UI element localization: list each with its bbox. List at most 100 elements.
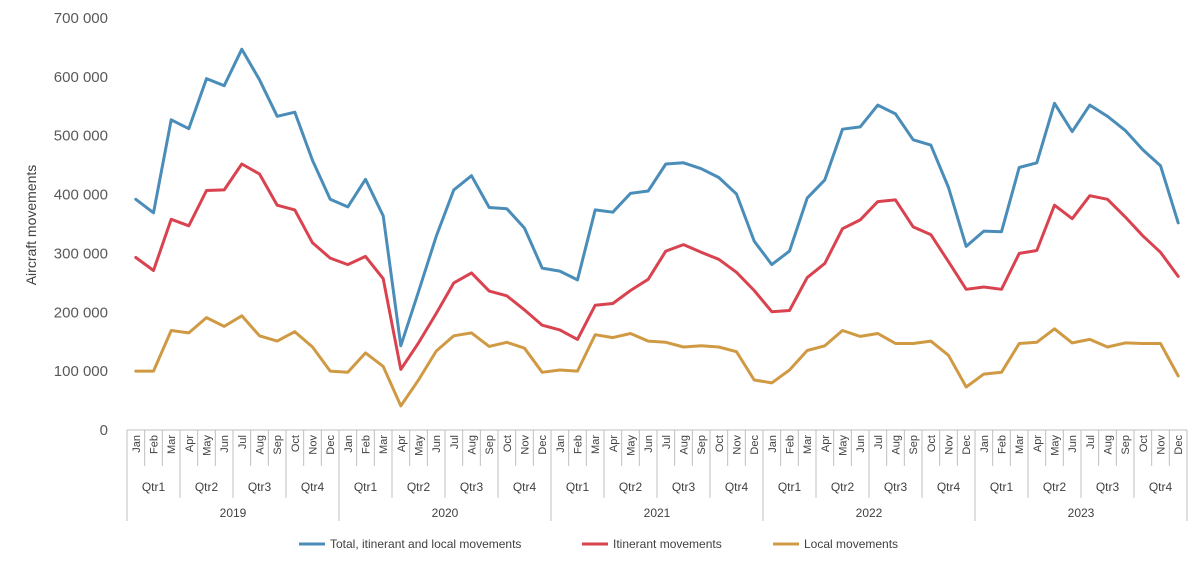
x-tick-label-month: Mar xyxy=(1014,435,1026,454)
x-tick-label-quarter: Qtr1 xyxy=(990,480,1014,494)
x-tick-label-month: Nov xyxy=(944,435,956,455)
x-tick-label-month: Aug xyxy=(1103,435,1115,455)
y-tick-label: 700 000 xyxy=(54,10,108,27)
x-tick-label-month: Oct xyxy=(1138,435,1150,452)
x-tick-label-month: Sep xyxy=(696,435,708,455)
x-tick-label-month: Jan xyxy=(979,435,991,453)
x-tick-label-month: Feb xyxy=(361,435,373,454)
legend-label-1: Total, itinerant and local movements xyxy=(330,537,521,551)
x-tick-label-month: Nov xyxy=(520,435,532,455)
x-tick-label-year: 2023 xyxy=(1068,506,1095,520)
x-tick-label-month: Feb xyxy=(149,435,161,454)
y-tick-label: 0 xyxy=(100,422,108,439)
x-tick-label-month: Mar xyxy=(378,435,390,454)
x-tick-label-quarter: Qtr2 xyxy=(619,480,643,494)
x-tick-label-month: Dec xyxy=(961,435,973,455)
x-tick-label-month: Jan xyxy=(343,435,355,453)
x-tick-label-month: Oct xyxy=(502,435,514,452)
legend: Total, itinerant and local movements Itin… xyxy=(299,537,898,551)
x-tick-label-month: Jun xyxy=(855,435,867,453)
x-tick-label-month: Dec xyxy=(537,435,549,455)
y-tick-label: 100 000 xyxy=(54,363,108,380)
x-tick-label-quarter: Qtr1 xyxy=(778,480,802,494)
x-tick-label-quarter: Qtr3 xyxy=(884,480,908,494)
x-tick-label-quarter: Qtr2 xyxy=(831,480,855,494)
series-line-3 xyxy=(134,314,1180,408)
x-tick-label-month: Aug xyxy=(467,435,479,455)
x-tick-label-month: Feb xyxy=(573,435,585,454)
x-tick-label-quarter: Qtr3 xyxy=(248,480,272,494)
x-tick-label-month: Jul xyxy=(1085,435,1097,449)
x-tick-label-quarter: Qtr4 xyxy=(513,480,537,494)
x-tick-label-month: Apr xyxy=(396,435,408,452)
x-tick-label-month: Jul xyxy=(237,435,249,449)
x-tick-label-month: Jun xyxy=(1067,435,1079,453)
x-tick-label-month: May xyxy=(414,435,426,456)
x-tick-label-month: Aug xyxy=(679,435,691,455)
legend-label-3: Local movements xyxy=(804,537,898,551)
x-tick-label-quarter: Qtr4 xyxy=(937,480,961,494)
x-tick-label-quarter: Qtr3 xyxy=(672,480,696,494)
x-tick-label-month: Apr xyxy=(1032,435,1044,452)
x-tick-label-month: Aug xyxy=(891,435,903,455)
x-axis: Jan Feb Mar Apr May Jun Jul Aug Sep Oct Nov Dec Jan F… xyxy=(126,429,1188,521)
x-tick-label-year: 2021 xyxy=(644,506,671,520)
x-tick-label-month: Feb xyxy=(997,435,1009,454)
x-tick-label-month: Sep xyxy=(908,435,920,455)
series-line-1 xyxy=(134,47,1180,348)
x-tick-label-month: Sep xyxy=(1120,435,1132,455)
x-tick-label-quarter: Qtr1 xyxy=(566,480,590,494)
x-tick-label-month: Feb xyxy=(785,435,797,454)
x-tick-label-quarter: Qtr2 xyxy=(1043,480,1067,494)
x-tick-label-month: May xyxy=(1050,435,1062,456)
x-tick-label-month: Apr xyxy=(820,435,832,452)
x-tick-label-quarter: Qtr2 xyxy=(195,480,219,494)
x-tick-label-month: May xyxy=(626,435,638,456)
x-tick-label-month: Dec xyxy=(325,435,337,455)
x-tick-label-quarter: Qtr4 xyxy=(1149,480,1173,494)
x-tick-label-month: Nov xyxy=(308,435,320,455)
x-tick-label-month: Jan xyxy=(767,435,779,453)
x-tick-label-month: Mar xyxy=(166,435,178,454)
x-tick-label-month: Jun xyxy=(643,435,655,453)
x-tick-label-month: Oct xyxy=(714,435,726,452)
x-tick-label-month: May xyxy=(838,435,850,456)
y-tick-label: 300 000 xyxy=(54,245,108,262)
x-tick-label-month: Jan xyxy=(131,435,143,453)
x-tick-label-month: Sep xyxy=(272,435,284,455)
x-tick-label-month: May xyxy=(202,435,214,456)
y-tick-label: 200 000 xyxy=(54,304,108,321)
x-tick-label-quarter: Qtr1 xyxy=(142,480,166,494)
x-tick-label-month: Apr xyxy=(184,435,196,452)
y-tick-label: 600 000 xyxy=(54,69,108,86)
x-tick-label-month: Aug xyxy=(255,435,267,455)
x-tick-label-month: Jul xyxy=(873,435,885,449)
series-line-2 xyxy=(134,162,1180,371)
x-tick-label-month: Jun xyxy=(219,435,231,453)
x-tick-label-year: 2019 xyxy=(220,506,247,520)
x-tick-label-quarter: Qtr3 xyxy=(1096,480,1120,494)
y-axis-title: Aircraft movements xyxy=(23,165,39,286)
x-tick-label-month: Sep xyxy=(484,435,496,455)
x-tick-label-month: Jun xyxy=(431,435,443,453)
x-tick-label-month: Oct xyxy=(290,435,302,452)
y-tick-label: 400 000 xyxy=(54,187,108,204)
x-tick-label-month: Nov xyxy=(1156,435,1168,455)
y-axis-tick-labels: 0 100 000 200 000 300 000 400 000 500 000 600 … xyxy=(54,10,108,439)
x-tick-label-month: Jul xyxy=(661,435,673,449)
x-tick-label-month: Jul xyxy=(449,435,461,449)
x-tick-label-quarter: Qtr2 xyxy=(407,480,431,494)
series-lines xyxy=(134,47,1180,408)
x-tick-label-year: 2020 xyxy=(432,506,459,520)
x-tick-label-month: Mar xyxy=(802,435,814,454)
x-tick-label-year: 2022 xyxy=(856,506,883,520)
x-tick-label-month: Dec xyxy=(1173,435,1185,455)
legend-label-2: Itinerant movements xyxy=(613,537,722,551)
x-tick-label-quarter: Qtr4 xyxy=(301,480,325,494)
x-tick-label-month: Nov xyxy=(732,435,744,455)
x-tick-label-month: Apr xyxy=(608,435,620,452)
x-tick-label-quarter: Qtr4 xyxy=(725,480,749,494)
x-tick-label-month: Oct xyxy=(926,435,938,452)
x-tick-label-quarter: Qtr1 xyxy=(354,480,378,494)
